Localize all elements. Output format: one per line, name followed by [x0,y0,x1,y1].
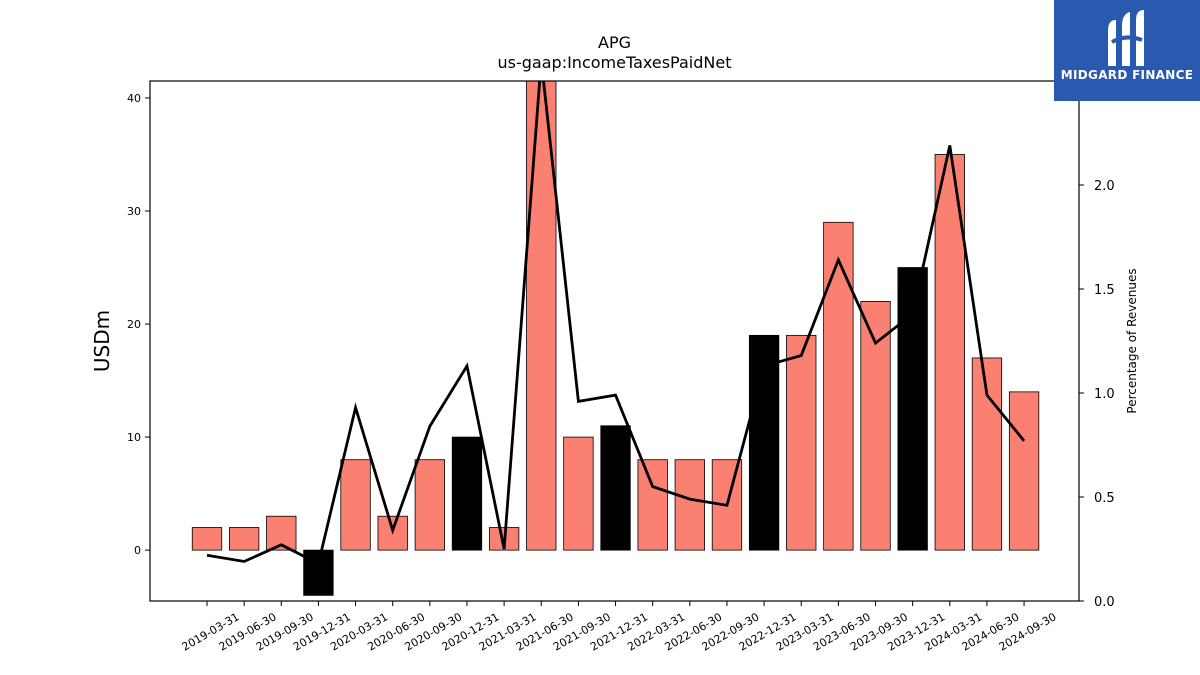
y2-tick-label: 2.0 [1094,179,1115,194]
y-tick-label: 40 [127,92,141,105]
bar-2024-09-30 [1008,391,1040,551]
bar-2023-09-30 [860,301,891,551]
bar-2019-03-31 [191,527,223,551]
bar-2023-03-31 [786,334,817,551]
line-series [206,81,1026,566]
y2-tick-label: 0.5 [1094,491,1115,506]
y-axis-label: USDm [90,310,114,372]
bar-2019-06-30 [228,527,260,551]
y2-tick-label: 1.5 [1094,283,1115,298]
y-tick-label: 10 [127,431,141,444]
bar-2024-06-30 [971,357,1003,551]
percentage-line [206,81,1026,566]
y-tick-label: 30 [127,205,141,218]
y2-tick-label: 0.0 [1094,595,1115,610]
x-axis: 2019-03-312019-06-302019-09-302019-12-31… [180,601,1059,654]
y2-axis-label: Percentage of Revenues [1125,268,1139,413]
logo-text: MIDGARD FINANCE [1060,68,1194,82]
bar-2022-06-30 [674,459,705,551]
bar-2023-06-30 [823,221,854,551]
chart-subtitle: us-gaap:IncomeTaxesPaidNet [498,53,732,72]
bar-2020-09-30 [414,459,445,551]
bar-series [191,81,1040,596]
bar-2020-03-31 [340,459,371,551]
y-tick-label: 20 [127,318,141,331]
right-axis: 0.00.51.01.52.02.5 [1079,75,1115,610]
y2-tick-label: 1.0 [1094,387,1115,402]
bar-2020-12-31 [451,436,483,551]
left-axis: 0 10 20 30 40 [127,92,150,557]
midgard-logo-icon [1108,10,1144,66]
chart-title: APG [598,33,631,52]
y-tick-label: 0 [134,544,141,557]
plot-frame [149,80,1080,602]
brand-logo: MIDGARD FINANCE [1054,0,1200,101]
bar-2021-09-30 [563,436,594,551]
bar-2022-03-31 [637,459,668,551]
bar-2021-12-31 [600,425,631,551]
